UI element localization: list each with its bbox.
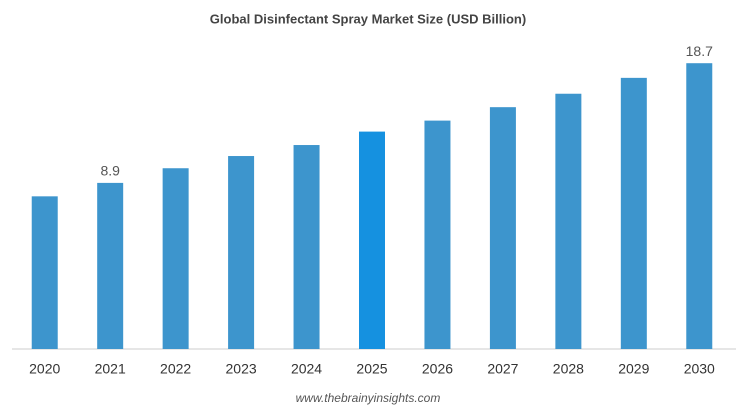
bar	[228, 156, 255, 349]
bar	[97, 182, 124, 349]
x-tick-label: 2028	[553, 361, 584, 377]
x-tick-label: 2026	[422, 361, 453, 377]
x-tick-label: 2020	[29, 361, 60, 377]
bar	[293, 145, 320, 349]
data-label: 18.7	[686, 43, 713, 59]
x-tick-label: 2021	[95, 361, 126, 377]
bar	[555, 93, 582, 349]
bar	[31, 196, 58, 349]
x-tick-label: 2022	[160, 361, 191, 377]
bar	[489, 107, 516, 349]
bar	[686, 63, 713, 349]
x-tick-label: 2029	[618, 361, 649, 377]
x-tick-label: 2027	[487, 361, 518, 377]
data-label: 8.9	[100, 163, 120, 179]
chart-title: Global Disinfectant Spray Market Size (U…	[210, 11, 526, 26]
x-tick-label: 2030	[684, 361, 715, 377]
bar	[359, 131, 385, 349]
source: www.thebrainyinsights.com	[296, 391, 441, 405]
x-tick-label: 2024	[291, 361, 322, 377]
bar	[162, 168, 189, 349]
bar	[424, 120, 451, 349]
x-tick-label: 2025	[356, 361, 387, 377]
bar	[620, 77, 647, 349]
x-tick-label: 2023	[226, 361, 257, 377]
